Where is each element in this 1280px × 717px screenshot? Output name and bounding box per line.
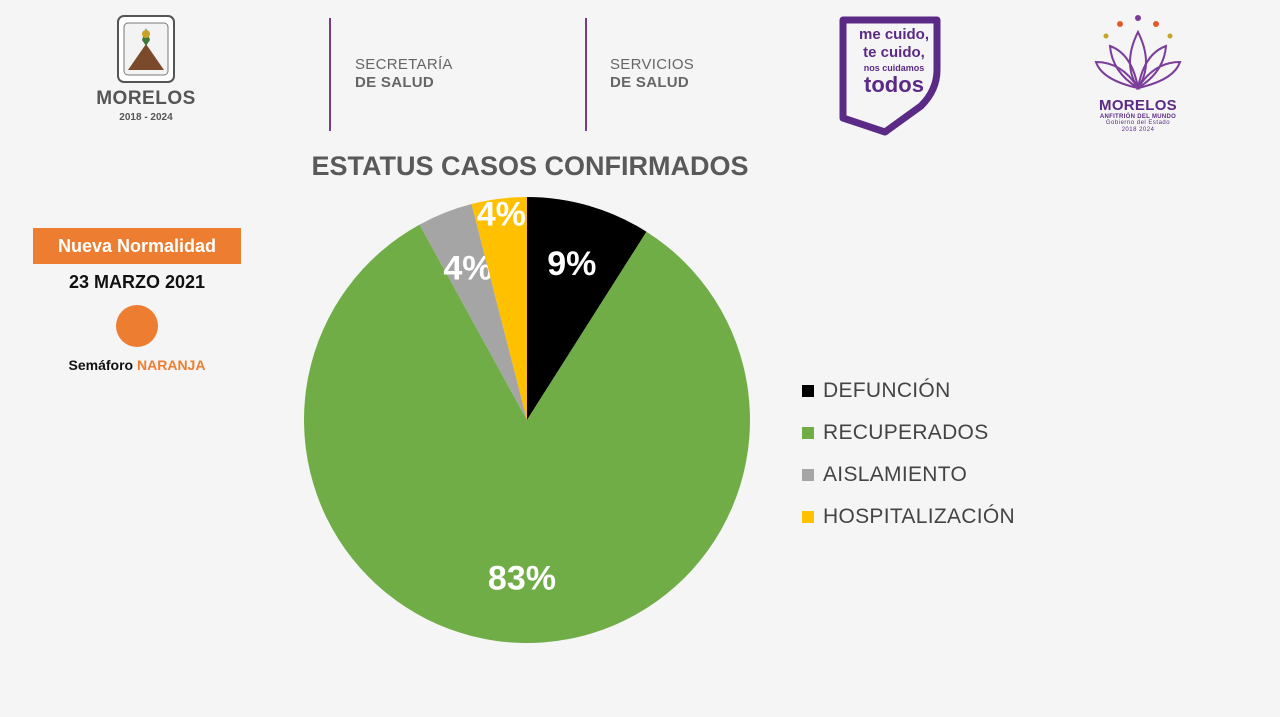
pie-slice-recuperados xyxy=(304,224,751,643)
campaign-line1: me cuido, xyxy=(858,26,929,43)
lotus-logo-name: MORELOS xyxy=(1099,97,1177,114)
legend-label: DEFUNCIÓN xyxy=(823,379,951,402)
campaign-text: me cuido, te cuido, nos cuidamos todos xyxy=(853,26,935,96)
pie-slice-defunción xyxy=(527,197,647,420)
data-label-hospitalización: 4% xyxy=(477,195,526,233)
morelos-lotus-logo: MORELOS ANFITRIÓN DEL MUNDO Gobierno del… xyxy=(1088,14,1188,138)
data-label-aislamiento: 4% xyxy=(443,250,492,288)
semaforo-color-name: NARANJA xyxy=(137,357,206,373)
semaforo-label: Semáforo NARANJA xyxy=(33,357,241,373)
pie-slice-hospitalización xyxy=(471,197,527,420)
legend-item: HOSPITALIZACIÓN xyxy=(802,496,1015,538)
lotus-logo-tagline: ANFITRIÓN DEL MUNDO xyxy=(1099,114,1177,120)
legend-label: RECUPERADOS xyxy=(823,421,989,444)
legend-item: DEFUNCIÓN xyxy=(802,370,1015,412)
report-date: 23 MARZO 2021 xyxy=(68,272,206,292)
chart-title: ESTATUS CASOS CONFIRMADOS xyxy=(311,151,749,181)
status-panel: Nueva Normalidad 23 MARZO 2021 Semáforo … xyxy=(33,228,241,373)
legend-label: HOSPITALIZACIÓN xyxy=(823,505,1015,528)
semaforo-prefix: Semáforo xyxy=(68,357,137,373)
chart-legend: DEFUNCIÓN RECUPERADOS AISLAMIENTO HOSPITALI… xyxy=(802,370,1015,538)
campaign-badge-icon xyxy=(839,16,941,136)
legend-swatch xyxy=(802,385,814,397)
legend-item: AISLAMIENTO xyxy=(802,454,1015,496)
servicios-line2: DE SALUD xyxy=(610,74,690,91)
data-label-recuperados: 83% xyxy=(488,559,556,597)
campaign-line2: te cuido, xyxy=(863,44,925,61)
legend-swatch xyxy=(802,511,814,523)
lotus-flower-icon xyxy=(1094,15,1182,91)
campaign-line3: nos cuidamos xyxy=(863,63,925,73)
morelos-coat-of-arms-logo: MORELOS 2018 - 2024 xyxy=(90,14,202,138)
legend-swatch xyxy=(802,469,814,481)
servicios-line1: SERVICIOS xyxy=(610,56,695,73)
legend-label: AISLAMIENTO xyxy=(823,463,968,486)
pie-slice-aislamiento xyxy=(419,204,527,420)
morelos-logo-name: MORELOS xyxy=(96,88,196,109)
servicios-de-salud-label: SERVICIOS DE SALUD xyxy=(610,56,694,92)
morelos-logo-years: 2018 - 2024 xyxy=(119,112,173,123)
campaign-line4: todos xyxy=(864,72,924,97)
secretaria-line1: SECRETARÍA xyxy=(355,56,453,73)
header-divider xyxy=(329,18,331,131)
traffic-light-dot-icon xyxy=(116,305,158,347)
coat-of-arms-icon xyxy=(117,15,175,83)
legend-swatch xyxy=(802,427,814,439)
data-label-defunción: 9% xyxy=(547,245,596,283)
lotus-logo-government: Gobierno del Estado xyxy=(1105,120,1171,126)
lotus-logo-years: 2018 2024 xyxy=(1121,127,1155,133)
header: MORELOS 2018 - 2024 SECRETARÍA DE SALUD … xyxy=(0,0,1280,145)
secretaria-line2: DE SALUD xyxy=(355,74,435,91)
legend-item: RECUPERADOS xyxy=(802,412,1015,454)
nueva-normalidad-badge: Nueva Normalidad xyxy=(33,228,241,264)
me-cuido-campaign-logo: me cuido, te cuido, nos cuidamos todos xyxy=(835,14,945,136)
header-divider xyxy=(585,18,587,131)
secretaria-de-salud-label: SECRETARÍA DE SALUD xyxy=(355,56,453,92)
